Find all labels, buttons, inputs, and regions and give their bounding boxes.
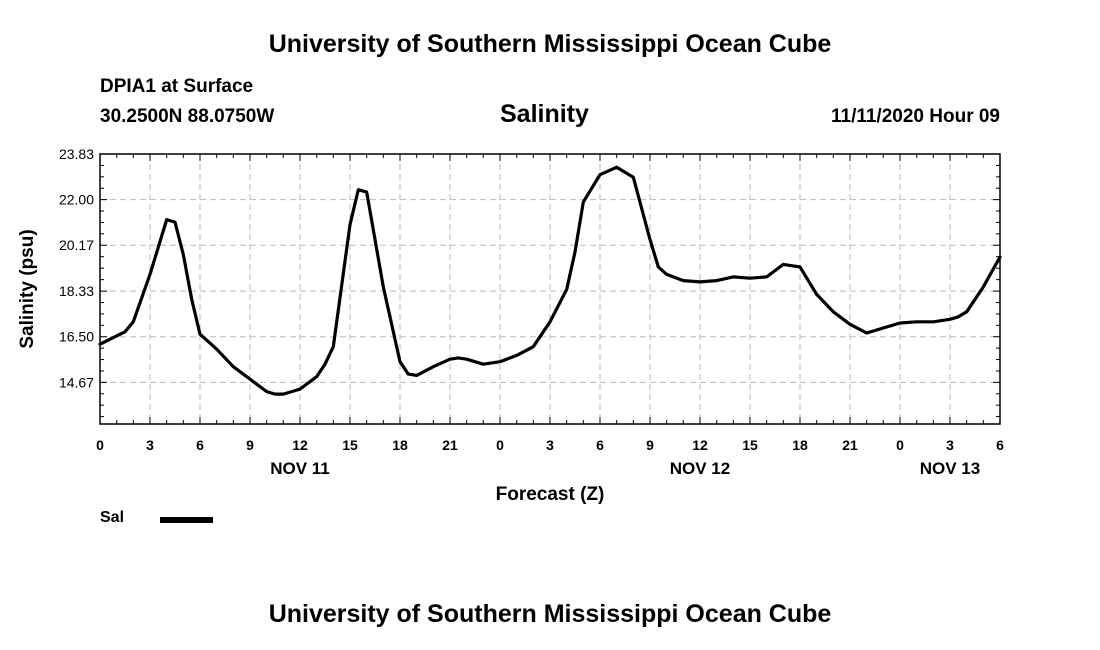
x-tick-label: 6 — [996, 437, 1004, 453]
station-label: DPIA1 at Surface — [100, 76, 254, 97]
x-tick-label: 18 — [392, 437, 408, 453]
x-tick-label: 18 — [792, 437, 808, 453]
y-axis-title: Salinity (psu) — [17, 229, 38, 348]
coordinates-label: 30.2500N 88.0750W — [100, 106, 275, 127]
x-tick-label: 15 — [742, 437, 758, 453]
x-tick-label: 12 — [292, 437, 308, 453]
x-tick-label: 12 — [692, 437, 708, 453]
x-tick-label: 9 — [646, 437, 654, 453]
y-tick-label: 20.17 — [59, 237, 94, 253]
x-tick-label: 3 — [946, 437, 954, 453]
y-tick-label: 22.00 — [59, 192, 94, 208]
x-tick-label: 21 — [842, 437, 858, 453]
page-title: University of Southern Mississippi Ocean… — [268, 30, 832, 58]
datetime-label: 11/11/2020 Hour 09 — [830, 106, 1000, 127]
series-line-salinity — [98, 165, 1002, 396]
x-tick-label: 3 — [546, 437, 554, 453]
footer-title: University of Southern Mississippi Ocean… — [268, 600, 832, 628]
x-axis-title: Forecast (Z) — [496, 484, 605, 505]
x-tick-label: 0 — [896, 437, 904, 453]
y-tick-label: 23.83 — [59, 146, 94, 162]
chart-title: Salinity — [500, 100, 589, 128]
date-label: NOV 12 — [670, 459, 730, 478]
x-tick-label: 6 — [596, 437, 604, 453]
date-label: NOV 11 — [270, 459, 330, 478]
y-tick-label: 18.33 — [59, 283, 94, 299]
x-tick-label: 0 — [496, 437, 504, 453]
x-tick-label: 21 — [442, 437, 458, 453]
y-tick-label: 14.67 — [59, 374, 94, 390]
legend-label: Sal — [100, 509, 125, 526]
x-tick-label: 9 — [246, 437, 254, 453]
y-tick-label: 16.50 — [59, 329, 94, 345]
x-tick-label: 15 — [342, 437, 358, 453]
x-tick-label: 0 — [96, 437, 104, 453]
x-tick-label: 6 — [196, 437, 204, 453]
legend-swatch — [160, 517, 213, 523]
x-tick-label: 3 — [146, 437, 154, 453]
date-label: NOV 13 — [920, 459, 980, 478]
